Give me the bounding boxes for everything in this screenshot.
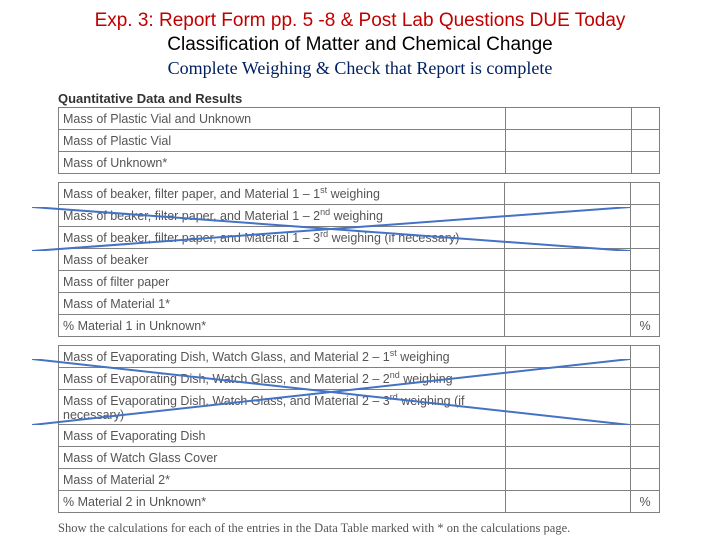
row-unit bbox=[631, 368, 660, 390]
row-label: Mass of Evaporating Dish bbox=[59, 425, 506, 447]
row-unit: % bbox=[631, 491, 660, 513]
row-value bbox=[505, 368, 631, 390]
header-line-3: Complete Weighing & Check that Report is… bbox=[30, 58, 690, 79]
row-label: Mass of Evaporating Dish, Watch Glass, a… bbox=[59, 368, 506, 390]
table-row: Mass of beaker, filter paper, and Materi… bbox=[59, 205, 660, 227]
row-value bbox=[505, 315, 631, 337]
row-unit bbox=[631, 108, 659, 130]
row-unit: % bbox=[631, 315, 660, 337]
row-unit bbox=[631, 271, 660, 293]
table-row: Mass of Watch Glass Cover bbox=[59, 447, 660, 469]
row-unit bbox=[631, 130, 659, 152]
row-value bbox=[505, 469, 631, 491]
row-label: % Material 2 in Unknown* bbox=[59, 491, 506, 513]
row-value bbox=[505, 271, 631, 293]
row-label: Mass of Plastic Vial bbox=[59, 130, 506, 152]
row-label: Mass of Material 1* bbox=[59, 293, 505, 315]
row-unit bbox=[631, 205, 660, 227]
row-unit bbox=[631, 249, 660, 271]
table-row: Mass of Material 1* bbox=[59, 293, 660, 315]
row-value bbox=[505, 447, 631, 469]
row-value bbox=[505, 491, 631, 513]
row-value bbox=[505, 346, 631, 368]
table-row: Mass of beaker, filter paper, and Materi… bbox=[59, 227, 660, 249]
row-unit bbox=[631, 183, 660, 205]
data-table-3: Mass of Evaporating Dish, Watch Glass, a… bbox=[58, 345, 660, 513]
row-unit bbox=[631, 346, 660, 368]
row-label: Mass of beaker bbox=[59, 249, 505, 271]
table-row: % Material 2 in Unknown*% bbox=[59, 491, 660, 513]
row-label: Mass of beaker, filter paper, and Materi… bbox=[59, 227, 505, 249]
header-line-2: Classification of Matter and Chemical Ch… bbox=[30, 34, 690, 56]
data-table-2: Mass of beaker, filter paper, and Materi… bbox=[58, 182, 660, 337]
table-row: Mass of Evaporating Dish, Watch Glass, a… bbox=[59, 346, 660, 368]
row-value bbox=[505, 227, 631, 249]
row-unit bbox=[631, 447, 660, 469]
row-label: Mass of Plastic Vial and Unknown bbox=[59, 108, 506, 130]
row-label: Mass of Watch Glass Cover bbox=[59, 447, 506, 469]
row-label: % Material 1 in Unknown* bbox=[59, 315, 505, 337]
data-table-1: Mass of Plastic Vial and Unknown Mass of… bbox=[58, 107, 660, 174]
table-row: Mass of Plastic Vial and Unknown bbox=[59, 108, 660, 130]
row-value bbox=[505, 205, 631, 227]
table-row: % Material 1 in Unknown*% bbox=[59, 315, 660, 337]
row-value bbox=[505, 425, 631, 447]
table-row: Mass of beaker bbox=[59, 249, 660, 271]
row-unit bbox=[631, 425, 660, 447]
row-label: Mass of Material 2* bbox=[59, 469, 506, 491]
table-row: Mass of beaker, filter paper, and Materi… bbox=[59, 183, 660, 205]
table-row: Mass of Unknown* bbox=[59, 152, 660, 174]
row-unit bbox=[631, 227, 660, 249]
table-row: Mass of Evaporating Dish bbox=[59, 425, 660, 447]
row-unit bbox=[631, 293, 660, 315]
row-label: Mass of beaker, filter paper, and Materi… bbox=[59, 183, 505, 205]
row-value bbox=[505, 390, 631, 425]
footnote-text: Show the calculations for each of the en… bbox=[58, 521, 690, 536]
row-label: Mass of Evaporating Dish, Watch Glass, a… bbox=[59, 346, 506, 368]
row-label: Mass of filter paper bbox=[59, 271, 505, 293]
row-value bbox=[505, 108, 631, 130]
table-row: Mass of Plastic Vial bbox=[59, 130, 660, 152]
row-label: Mass of beaker, filter paper, and Materi… bbox=[59, 205, 505, 227]
table-row: Mass of Evaporating Dish, Watch Glass, a… bbox=[59, 368, 660, 390]
section-title: Quantitative Data and Results bbox=[58, 91, 690, 106]
header-line-1: Exp. 3: Report Form pp. 5 -8 & Post Lab … bbox=[30, 10, 690, 32]
row-unit bbox=[631, 390, 660, 425]
row-label: Mass of Unknown* bbox=[59, 152, 506, 174]
row-value bbox=[505, 130, 631, 152]
row-label: Mass of Evaporating Dish, Watch Glass, a… bbox=[59, 390, 506, 425]
table-row: Mass of Material 2* bbox=[59, 469, 660, 491]
row-value bbox=[505, 293, 631, 315]
table-row: Mass of filter paper bbox=[59, 271, 660, 293]
row-value bbox=[505, 249, 631, 271]
row-unit bbox=[631, 469, 660, 491]
table-row: Mass of Evaporating Dish, Watch Glass, a… bbox=[59, 390, 660, 425]
row-value bbox=[505, 183, 631, 205]
row-value bbox=[505, 152, 631, 174]
row-unit bbox=[631, 152, 659, 174]
